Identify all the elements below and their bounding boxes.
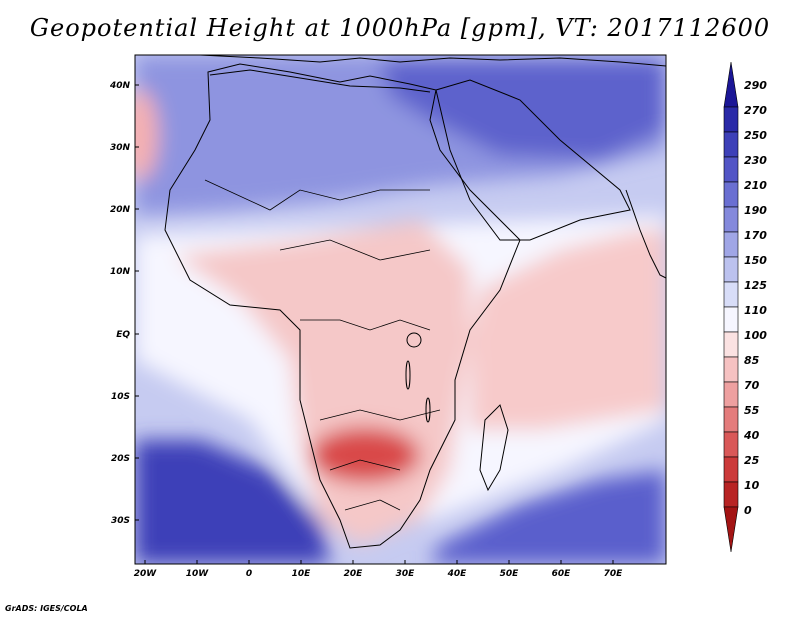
colorbar-label: 190: [744, 204, 767, 217]
lat-tick-label: 10N: [110, 267, 131, 277]
figure-title: Geopotential Height at 1000hPa [gpm], VT…: [29, 14, 771, 42]
colorbar-label: 110: [744, 304, 767, 317]
zambia-high-core: [310, 427, 420, 483]
colorbar-label: 290: [744, 79, 767, 92]
colorbar-label: 250: [744, 129, 767, 142]
colorbar-swatch: [723, 256, 739, 283]
india-coastline: [625, 189, 667, 279]
colorbar-swatch: [723, 506, 739, 553]
colorbar-label: 70: [744, 379, 760, 392]
southern-ocean-low: [430, 470, 666, 564]
atlantic-high: [135, 90, 158, 180]
colorbar-swatch: [723, 131, 739, 158]
colorbar-label: 100: [744, 329, 767, 342]
colorbar-label: 55: [744, 404, 760, 417]
lat-tick-label: 30S: [111, 516, 130, 526]
colorbar-swatch: [723, 456, 739, 483]
colorbar-label: 10: [744, 479, 760, 492]
colorbar-swatch: [723, 481, 739, 508]
colorbar-label: 40: [743, 429, 760, 442]
lon-tick-label: 10W: [186, 569, 210, 579]
lat-tick-label: 30N: [110, 143, 131, 153]
colorbar-label: 270: [744, 104, 767, 117]
colorbar-swatch: [723, 406, 739, 433]
colorbar-swatch: [723, 181, 739, 208]
colorbar: 2902702502302101901701501251101008570554…: [723, 61, 767, 553]
lon-tick-label: 10E: [292, 569, 312, 579]
lake-tanganyika: [405, 360, 411, 390]
lon-tick-label: 30E: [396, 569, 416, 579]
national-borders: [204, 179, 441, 511]
lake-malawi: [425, 397, 431, 423]
lon-tick-label: 20W: [134, 569, 158, 579]
south-atlantic-low: [135, 440, 330, 564]
colorbar-label: 150: [744, 254, 767, 267]
africa-coastline: [164, 63, 521, 549]
colorbar-swatch: [723, 61, 739, 108]
mediterranean-outline: [209, 69, 431, 93]
colorbar-label: 170: [744, 229, 767, 242]
grads-credit: GrADS: IGES/COLA: [5, 604, 88, 613]
colorbar-label: 25: [744, 454, 760, 467]
colorbar-swatch: [723, 231, 739, 258]
lat-tick-label: 10S: [111, 392, 130, 402]
colorbar-swatch: [723, 331, 739, 358]
lon-tick-label: 40E: [447, 569, 468, 579]
lat-tick-label: 40N: [109, 81, 131, 91]
arabia-coastline: [435, 79, 631, 241]
colorbar-label: 125: [744, 279, 767, 292]
lat-tick-label: 20S: [111, 454, 130, 464]
lat-tick-label: EQ: [116, 330, 130, 340]
colorbar-label: 0: [744, 504, 752, 517]
colorbar-swatch: [723, 281, 739, 308]
colorbar-label: 230: [744, 154, 767, 167]
coastlines: [164, 54, 667, 549]
lon-tick-label: 50E: [500, 569, 520, 579]
colorbar-swatch: [723, 431, 739, 458]
lon-tick-label: 0: [246, 569, 252, 579]
madagascar-coastline: [479, 404, 509, 492]
lake-victoria: [406, 332, 422, 348]
map-area: [134, 54, 667, 565]
lon-tick-label: 70E: [604, 569, 624, 579]
colorbar-swatch: [723, 206, 739, 233]
map-axes: 40N 30N 20N 10N EQ 10S 20S 30S 20W 10W 0 10E 20E 30E 4…: [109, 81, 623, 579]
colorbar-label: 85: [744, 354, 760, 367]
europe-coastline: [199, 54, 667, 67]
colorbar-swatch: [723, 381, 739, 408]
lon-tick-label: 60E: [552, 569, 572, 579]
colorbar-label: 210: [744, 179, 767, 192]
colorbar-swatch: [723, 306, 739, 333]
colorbar-swatch: [723, 356, 739, 383]
colorbar-swatch: [723, 156, 739, 183]
colorbar-swatch: [723, 106, 739, 133]
map-frame: [134, 54, 667, 565]
indian-ocean-high: [470, 230, 666, 430]
lat-tick-label: 20N: [110, 205, 131, 215]
lon-tick-label: 20E: [344, 569, 364, 579]
